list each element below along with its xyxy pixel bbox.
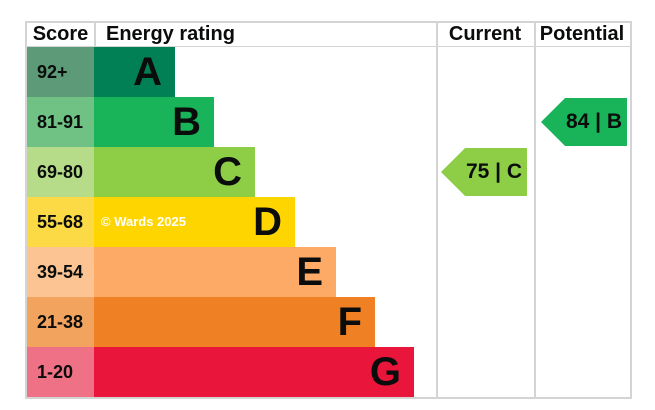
band-letter-a: A — [133, 50, 162, 94]
score-range-d: 55-68 — [27, 197, 94, 247]
epc-table: Score Energy rating Current Potential 92… — [27, 23, 630, 397]
score-range-c: 69-80 — [27, 147, 94, 197]
band-letter-c: C — [213, 150, 242, 194]
band-letter-f: F — [337, 300, 362, 344]
band-row-f: 21-38 F — [27, 297, 630, 347]
band-row-c: 69-80 C — [27, 147, 630, 197]
energy-rating-column-header: Energy rating — [94, 23, 436, 46]
band-row-a: 92+ A — [27, 47, 630, 97]
score-column-header: Score — [32, 23, 89, 45]
table-header-row: Score Energy rating Current Potential — [27, 23, 630, 47]
current-column-header: Current — [448, 23, 522, 45]
band-bar-b: B — [94, 97, 214, 147]
band-bar-a: A — [94, 47, 175, 97]
current-rating-label: 75 | C — [465, 160, 523, 183]
band-bar-g: G — [94, 347, 414, 397]
score-range-a: 92+ — [27, 47, 94, 97]
band-bar-e: E — [94, 247, 336, 297]
epc-rating-chart: Score Energy rating Current Potential 92… — [25, 21, 632, 399]
band-row-b: 81-91 B — [27, 97, 630, 147]
potential-column-divider — [534, 23, 536, 397]
band-letter-g: G — [369, 350, 401, 394]
band-letter-e: E — [296, 250, 323, 294]
band-bar-d: © Wards 2025 D — [94, 197, 295, 247]
band-row-e: 39-54 E — [27, 247, 630, 297]
band-letter-b: B — [172, 100, 201, 144]
score-range-b: 81-91 — [27, 97, 94, 147]
potential-column-header: Potential — [539, 23, 625, 45]
band-letter-d: D — [253, 200, 282, 244]
current-column-divider — [436, 23, 438, 397]
band-row-d: 55-68 © Wards 2025 D — [27, 197, 630, 247]
band-bar-f: F — [94, 297, 375, 347]
score-range-g: 1-20 — [27, 347, 94, 397]
potential-rating-label: 84 | B — [565, 110, 623, 133]
score-range-e: 39-54 — [27, 247, 94, 297]
copyright-watermark: © Wards 2025 — [101, 214, 186, 229]
score-range-f: 21-38 — [27, 297, 94, 347]
band-bar-c: C — [94, 147, 255, 197]
band-row-g: 1-20 G — [27, 347, 630, 397]
